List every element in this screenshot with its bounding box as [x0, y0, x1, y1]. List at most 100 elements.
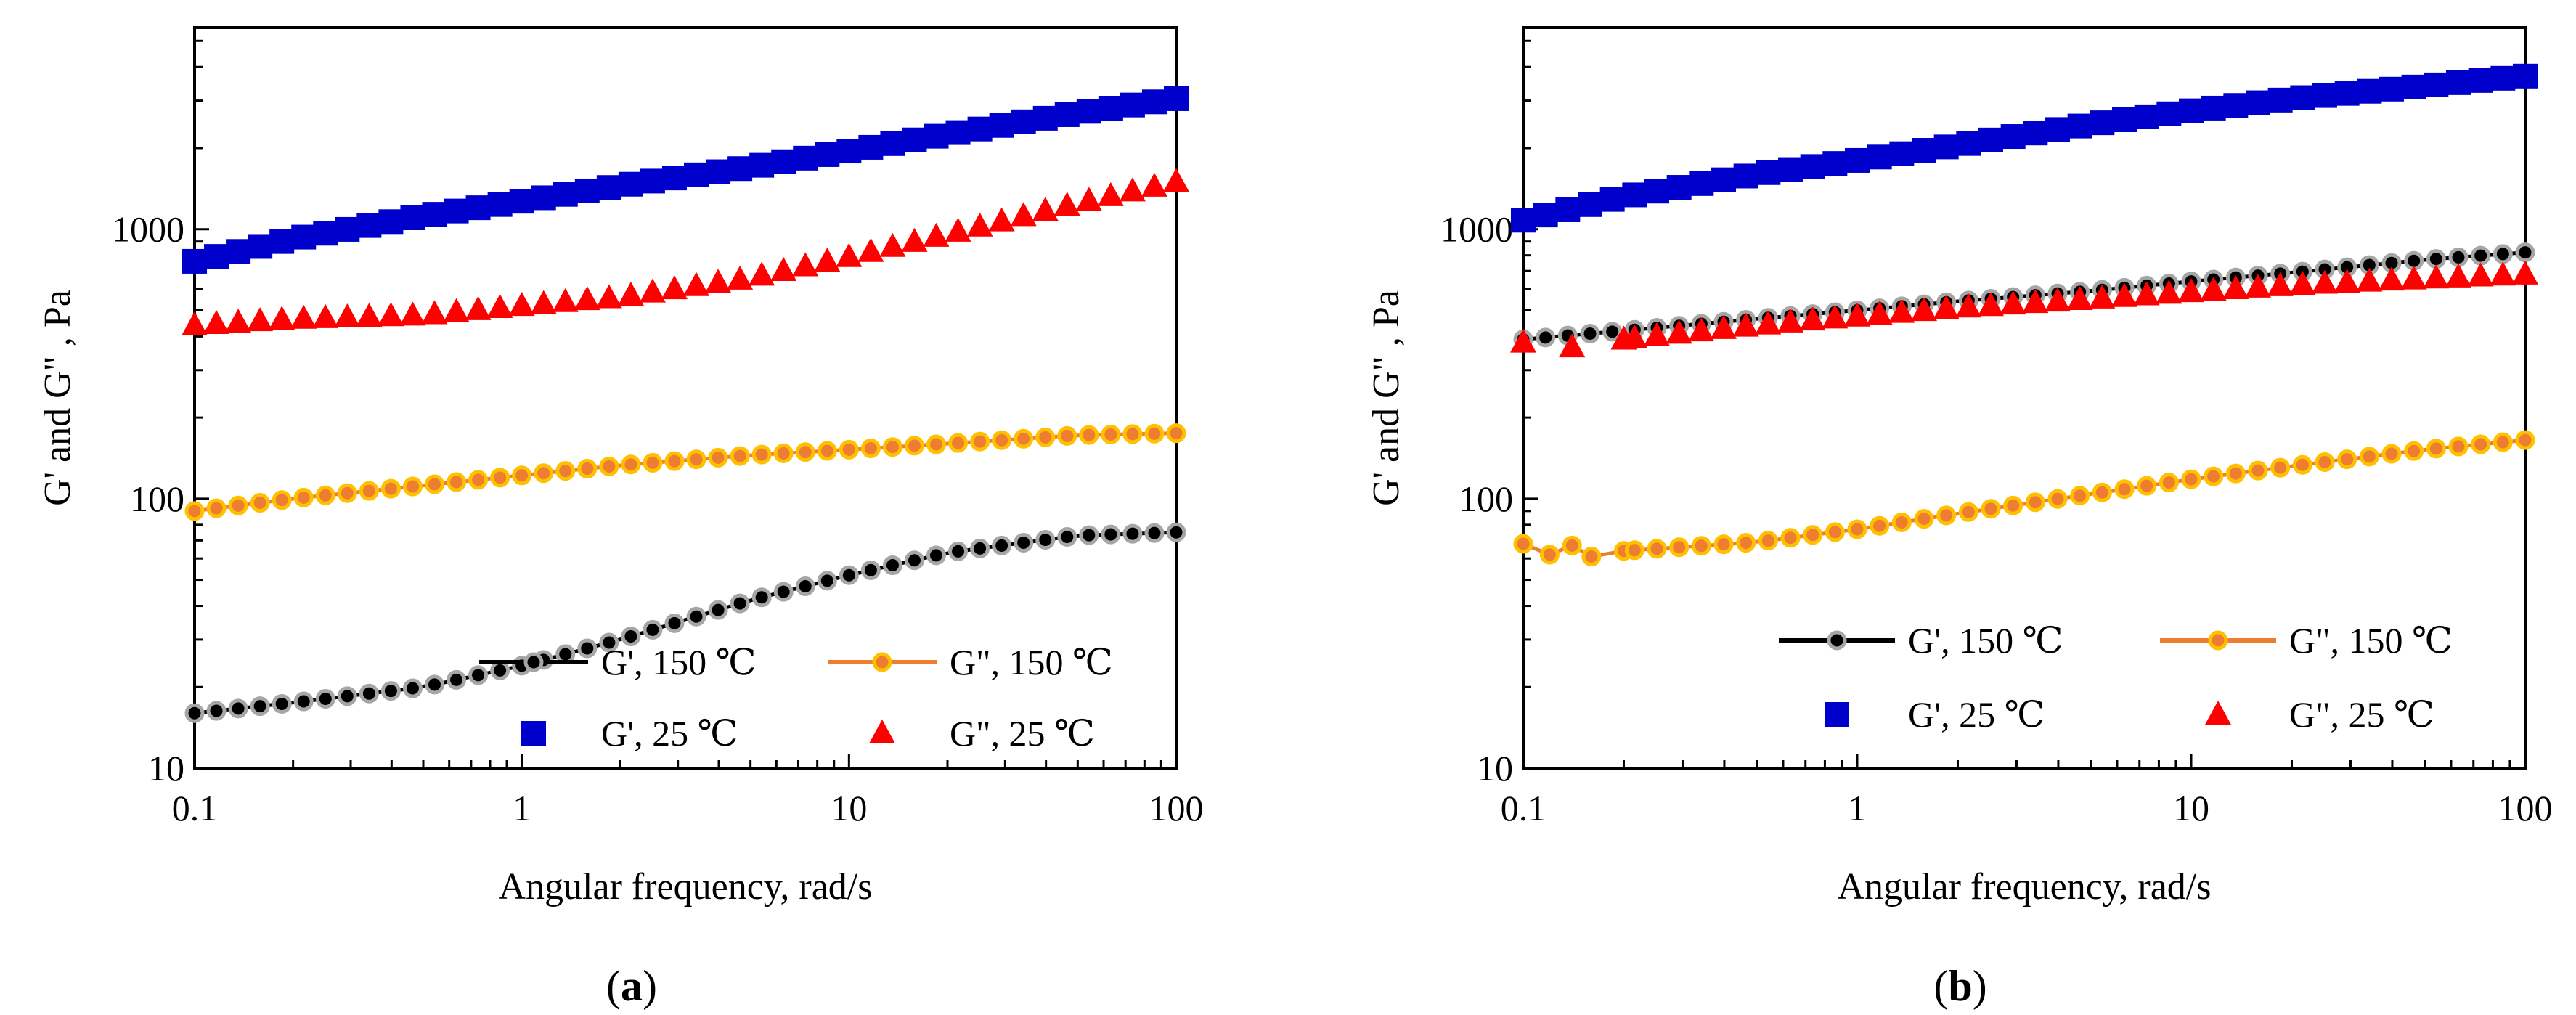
data-point: [882, 555, 902, 576]
data-point: [1691, 536, 1711, 556]
data-point: [1644, 179, 1669, 204]
data-point: [2426, 439, 2446, 459]
data-point: [1803, 525, 1823, 545]
data-point: [988, 207, 1015, 232]
data-point: [1844, 302, 1870, 327]
legend-entry-3: G", 25 ℃: [869, 713, 1095, 754]
data-point: [1867, 144, 1892, 170]
data-point: [1889, 141, 1915, 166]
data-point: [836, 139, 862, 164]
x-tick-label: 10: [2173, 788, 2209, 828]
data-point: [2000, 124, 2026, 150]
data-point: [1119, 177, 1146, 202]
data-point: [1599, 187, 1625, 212]
data-point: [945, 217, 971, 242]
data-point: [1120, 92, 1145, 118]
y-tick-label: 1000: [1440, 209, 1513, 250]
data-point: [857, 237, 884, 262]
data-point: [2114, 479, 2135, 500]
data-point: [1014, 532, 1034, 553]
data-point: [793, 145, 818, 171]
data-point: [795, 442, 815, 462]
y-tick-label: 100: [130, 478, 184, 519]
data-point: [1057, 527, 1077, 547]
data-point: [730, 593, 750, 614]
data-point: [380, 478, 401, 499]
data-point: [904, 436, 924, 456]
legend-entry-3: G", 25 ℃: [2205, 694, 2434, 735]
data-point: [444, 198, 469, 224]
data-point: [290, 304, 317, 329]
data-point: [882, 437, 902, 457]
data-point: [2134, 104, 2159, 129]
y-tick-label: 10: [148, 748, 184, 788]
data-point: [2513, 63, 2538, 89]
data-point: [2400, 265, 2427, 290]
data-point: [599, 632, 619, 653]
data-point: [2047, 489, 2068, 509]
data-point: [1057, 425, 1077, 446]
data-point: [182, 248, 207, 274]
x-tick-label: 1: [1849, 788, 1867, 828]
data-point: [1778, 157, 1803, 182]
data-point: [468, 470, 489, 490]
y-tick-label: 100: [1459, 478, 1513, 519]
data-point: [1866, 301, 1893, 325]
x-tick-label: 100: [1149, 788, 1204, 828]
data-point: [424, 474, 444, 494]
data-point: [378, 209, 404, 235]
data-point: [1510, 328, 1536, 353]
data-point: [206, 498, 227, 518]
data-point: [2178, 278, 2204, 303]
x-tick-label: 0.1: [1501, 788, 1546, 828]
data-point: [1981, 499, 2001, 519]
legend-marker: [2205, 701, 2231, 725]
data-point: [1602, 322, 1623, 342]
data-point: [1011, 109, 1036, 134]
data-point: [2092, 482, 2112, 502]
data-point: [184, 501, 205, 521]
y-axis-title-a: G' and G" , Pa: [37, 290, 78, 506]
legend-label: G', 150 ℃: [1908, 620, 2063, 661]
data-point: [2471, 245, 2491, 266]
data-point: [2137, 476, 2157, 496]
data-point: [1578, 192, 1602, 217]
plot-area-a: [193, 26, 1178, 770]
data-point: [2201, 95, 2226, 121]
data-point: [356, 213, 382, 238]
data-point: [1870, 515, 1890, 536]
data-point: [839, 439, 859, 460]
data-point: [686, 606, 706, 627]
data-point: [2111, 282, 2137, 307]
x-tick-label: 100: [2498, 788, 2553, 828]
data-point: [312, 303, 339, 328]
data-point: [2448, 247, 2469, 267]
data-point: [2289, 271, 2316, 295]
data-point: [1713, 534, 1734, 555]
data-point: [1032, 197, 1059, 221]
data-point: [858, 134, 884, 160]
data-point: [468, 665, 489, 685]
data-point: [1799, 306, 1826, 331]
data-point: [2245, 273, 2271, 298]
caption-letter-a: a: [621, 962, 643, 1010]
data-point: [2089, 284, 2116, 309]
legend-marker: [1827, 630, 1847, 651]
data-point: [639, 278, 666, 303]
data-point: [1756, 160, 1781, 185]
data-point: [203, 310, 230, 335]
data-point: [315, 485, 335, 505]
legend-marker: [869, 720, 895, 743]
data-point: [992, 535, 1012, 555]
data-point: [817, 571, 837, 591]
data-point: [924, 123, 949, 149]
data-point: [599, 456, 619, 476]
data-point: [727, 156, 753, 182]
data-point: [577, 459, 598, 479]
legend-marker: [521, 721, 546, 746]
data-point: [1711, 167, 1736, 192]
data-point: [2225, 463, 2246, 484]
legend-entry-1: G", 150 ℃: [828, 642, 1113, 682]
legend-label: G", 25 ℃: [2289, 694, 2434, 735]
data-point: [269, 306, 295, 330]
